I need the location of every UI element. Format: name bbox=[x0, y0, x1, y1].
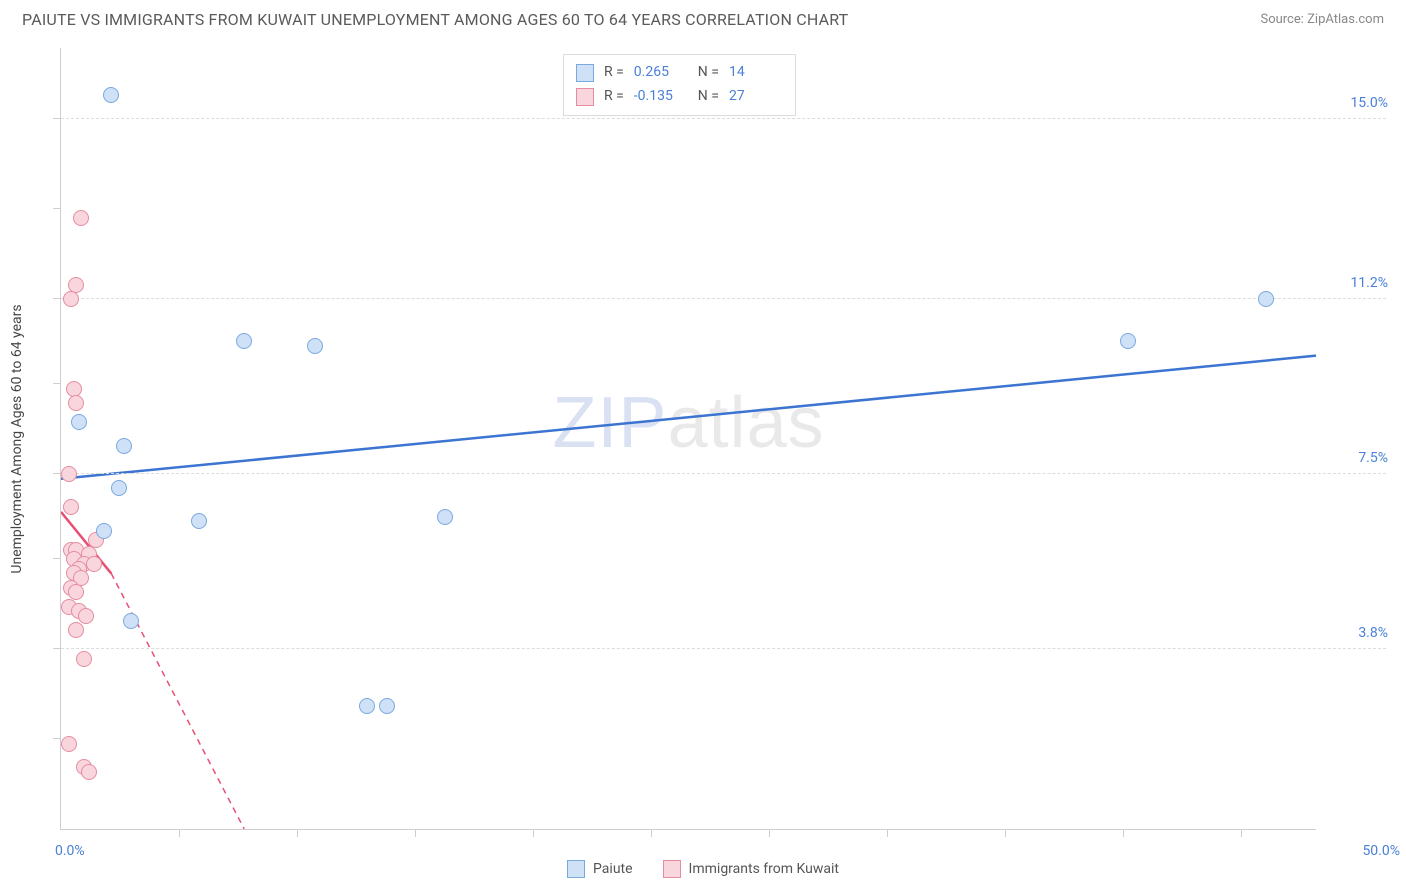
x-tick bbox=[1123, 829, 1124, 837]
stat-r-value: 0.265 bbox=[634, 61, 688, 85]
legend-label: Immigrants from Kuwait bbox=[689, 861, 839, 877]
y-axis-title: Unemployment Among Ages 60 to 64 years bbox=[9, 304, 25, 573]
data-point bbox=[191, 513, 207, 529]
y-tick-label: 7.5% bbox=[1358, 450, 1388, 466]
data-point bbox=[1258, 291, 1274, 307]
stats-row: R = -0.135 N = 27 bbox=[576, 85, 783, 109]
watermark: ZIPatlas bbox=[552, 382, 824, 464]
scatter-chart: Unemployment Among Ages 60 to 64 years Z… bbox=[60, 48, 1316, 830]
chart-header: PAIUTE VS IMMIGRANTS FROM KUWAIT UNEMPLO… bbox=[0, 0, 1406, 35]
data-point bbox=[116, 438, 132, 454]
data-point bbox=[123, 613, 139, 629]
x-tick bbox=[415, 829, 416, 837]
gridline bbox=[61, 473, 1386, 474]
trend-lines bbox=[61, 48, 1316, 829]
x-tick bbox=[179, 829, 180, 837]
data-point bbox=[307, 338, 323, 354]
stat-n-label: N = bbox=[698, 85, 719, 109]
series-legend: Paiute Immigrants from Kuwait bbox=[0, 860, 1406, 878]
stat-r-label: R = bbox=[604, 61, 624, 85]
stat-r-label: R = bbox=[604, 85, 624, 109]
y-tick-label: 15.0% bbox=[1350, 95, 1388, 111]
stat-n-value: 14 bbox=[729, 61, 783, 85]
data-point bbox=[96, 523, 112, 539]
data-point bbox=[437, 509, 453, 525]
data-point bbox=[61, 736, 77, 752]
gridline bbox=[61, 118, 1386, 119]
data-point bbox=[63, 499, 79, 515]
stats-legend: R = 0.265 N = 14 R = -0.135 N = 27 bbox=[563, 54, 796, 116]
x-tick bbox=[533, 829, 534, 837]
data-point bbox=[81, 764, 97, 780]
data-point bbox=[68, 395, 84, 411]
x-tick bbox=[769, 829, 770, 837]
x-tick bbox=[297, 829, 298, 837]
data-point bbox=[103, 87, 119, 103]
legend-item: Paiute bbox=[567, 860, 633, 878]
gridline bbox=[61, 298, 1386, 299]
data-point bbox=[78, 608, 94, 624]
y-tick-label: 11.2% bbox=[1350, 275, 1388, 291]
data-point bbox=[68, 622, 84, 638]
x-tick bbox=[887, 829, 888, 837]
legend-swatch bbox=[576, 64, 594, 82]
x-tick bbox=[1241, 829, 1242, 837]
y-tick bbox=[53, 383, 61, 384]
data-point bbox=[61, 466, 77, 482]
y-tick bbox=[53, 558, 61, 559]
x-tick bbox=[651, 829, 652, 837]
data-point bbox=[379, 698, 395, 714]
x-tick bbox=[1005, 829, 1006, 837]
data-point bbox=[71, 414, 87, 430]
legend-swatch bbox=[576, 88, 594, 106]
x-axis-min-label: 0.0% bbox=[55, 843, 85, 859]
y-tick bbox=[53, 648, 61, 649]
data-point bbox=[236, 333, 252, 349]
stats-row: R = 0.265 N = 14 bbox=[576, 61, 783, 85]
y-tick bbox=[53, 298, 61, 299]
data-point bbox=[76, 651, 92, 667]
data-point bbox=[111, 480, 127, 496]
data-point bbox=[359, 698, 375, 714]
y-tick bbox=[53, 118, 61, 119]
legend-swatch bbox=[663, 860, 681, 878]
y-tick-label: 3.8% bbox=[1358, 625, 1388, 641]
y-tick bbox=[53, 208, 61, 209]
legend-item: Immigrants from Kuwait bbox=[663, 860, 839, 878]
chart-source: Source: ZipAtlas.com bbox=[1260, 12, 1384, 27]
data-point bbox=[73, 210, 89, 226]
data-point bbox=[63, 291, 79, 307]
stat-n-value: 27 bbox=[729, 85, 783, 109]
stat-n-label: N = bbox=[698, 61, 719, 85]
data-point bbox=[86, 556, 102, 572]
legend-swatch bbox=[567, 860, 585, 878]
data-point bbox=[1120, 333, 1136, 349]
legend-label: Paiute bbox=[593, 861, 633, 877]
x-axis-max-label: 50.0% bbox=[1362, 843, 1400, 859]
y-tick bbox=[53, 738, 61, 739]
chart-title: PAIUTE VS IMMIGRANTS FROM KUWAIT UNEMPLO… bbox=[22, 10, 848, 29]
stat-r-value: -0.135 bbox=[634, 85, 688, 109]
gridline bbox=[61, 648, 1386, 649]
